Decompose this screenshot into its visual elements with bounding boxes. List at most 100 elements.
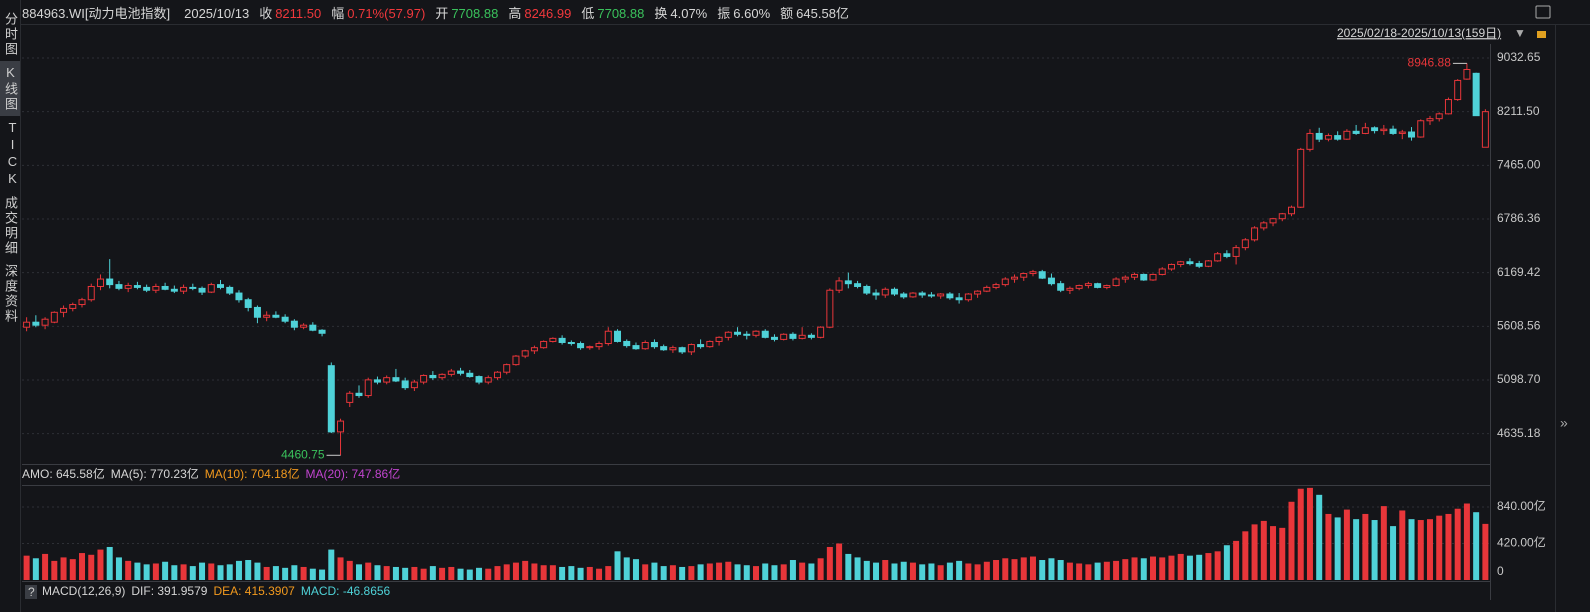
range-dropdown[interactable]: ▼ [1514,26,1526,40]
candle-body [734,331,742,335]
volume-bar [1113,560,1120,580]
candle-body [872,292,880,296]
candle-body [253,306,261,318]
macd-legend: DIF: 391.9579 [131,584,207,598]
candle-body [595,343,603,348]
volume-bar [863,560,870,580]
volume-bar [448,566,455,580]
volume-bar [1177,553,1184,580]
volume-bar [1353,519,1360,580]
candle-body [152,285,160,291]
candle-body [807,334,815,338]
candle-body [955,297,963,301]
help-button[interactable] [25,585,37,599]
candle-body [272,314,280,318]
volume-bar [946,562,953,580]
volume-bar [762,563,769,580]
candle-body [429,374,437,379]
candle-body [1444,99,1452,115]
volume-bar [1223,545,1230,580]
volume-bar [272,566,279,580]
volume-bar [143,564,150,580]
volume-bar [1399,510,1406,580]
lock-icon[interactable] [1537,31,1546,38]
volume-bar [577,567,584,580]
volume-bar [1205,553,1212,580]
volume-bar [1186,555,1193,580]
candle-body [1481,111,1489,148]
candle-body [484,377,492,383]
quote-value: 8211.50 [275,6,322,21]
volume-bar [743,565,750,580]
volume-bar [1417,520,1424,580]
candle-body [355,392,363,397]
volume-bar [162,561,169,580]
candle-body [512,355,520,366]
quote-label: 换 [654,6,668,21]
volume-bar [355,564,362,580]
volume-bar [466,569,473,580]
candle-body [457,370,465,374]
range-label[interactable]: 2025/02/18-2025/10/13(159日) [1337,26,1501,40]
volume-bar [1020,557,1027,580]
volume-bar [1251,524,1258,580]
candle-body [1195,263,1203,267]
volume-bar [753,566,759,580]
volume-bar [217,565,224,580]
y-tick-label: 0 [1497,564,1504,578]
volume-bar [559,566,566,580]
volume-bar [1076,563,1083,580]
volume-bar [365,562,372,580]
volume-bar [1085,564,1092,580]
candle-body [23,321,31,328]
volume-bar [420,568,427,580]
volume-bar [309,568,316,580]
volume-bar [909,562,916,580]
volume-bar [1103,561,1110,580]
candle-body [660,346,668,351]
volume-bar [1408,519,1415,580]
candle-body [1103,285,1111,288]
candle-body [614,330,622,342]
wp-icon[interactable] [1535,5,1551,19]
quote-label: 低 [581,6,595,21]
side-tab[interactable]: 成交明细 [3,196,18,256]
volume-bar [1260,520,1267,580]
candle-body [715,336,723,342]
y-tick-label: 840.00亿 [1497,498,1546,513]
candle-body [780,333,788,340]
candle-body [1306,132,1314,150]
expand-button[interactable]: » [1560,415,1568,431]
candle-body [1260,222,1268,229]
volume-bar [1196,554,1203,580]
side-tab[interactable]: K线图 [0,61,20,116]
quote-value: 4.07% [670,6,708,21]
candle-body [1417,120,1425,138]
volume-bar [1362,513,1369,580]
volume-bar [891,563,898,580]
candle-body [1232,247,1240,257]
candle-body [1454,79,1462,101]
side-tab[interactable]: TICK [5,120,20,188]
candle-body [78,299,86,306]
candle-body [364,379,372,397]
candle-body [143,286,151,291]
candle-body [1408,131,1416,138]
side-tab[interactable]: 深度资料 [3,264,18,324]
volume-bar [817,558,824,580]
y-tick-label: 7465.00 [1497,158,1541,172]
y-tick-label: 6786.36 [1497,211,1541,225]
quote-label: 开 [435,6,449,21]
candle-body [50,311,58,323]
candle-body [946,293,954,299]
candle-body [1140,273,1148,281]
volume-bar [937,565,944,580]
candle-body [521,350,529,357]
candle-body [300,324,308,328]
side-tab[interactable]: 分时图 [3,12,18,57]
date: 2025/10/13 [184,6,250,21]
volume-bar [1140,558,1147,580]
volume-bar [1131,557,1138,580]
candle-body [1075,285,1083,289]
